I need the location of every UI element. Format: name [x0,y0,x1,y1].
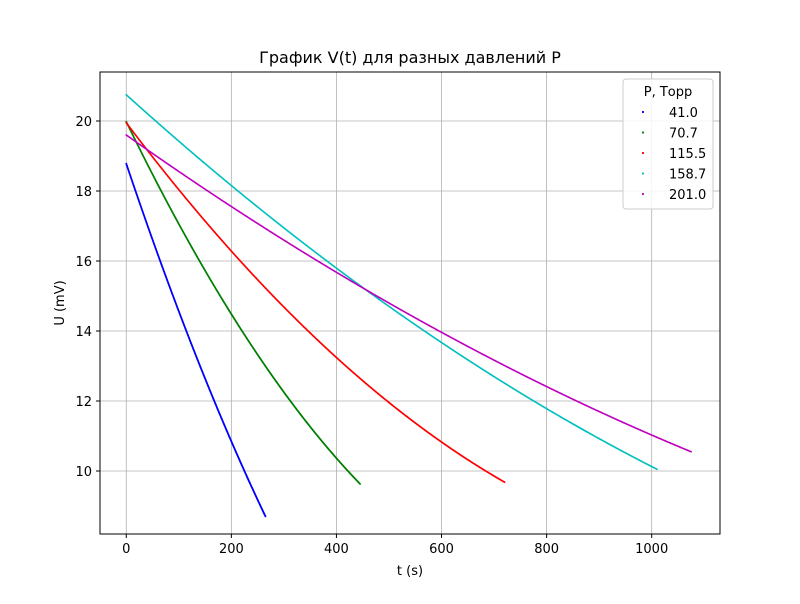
legend-marker [641,110,645,114]
x-tick-label: 0 [122,542,130,557]
x-tick-label: 200 [219,542,244,557]
x-tick-label: 1000 [635,542,668,557]
legend-box [622,78,714,210]
legend-marker [641,151,645,155]
legend-label: 115.5 [669,147,706,162]
y-tick-label: 14 [75,325,92,340]
y-tick-label: 18 [75,185,92,200]
data-point [359,483,361,485]
y-tick-label: 20 [75,115,92,130]
series-layer [125,93,692,518]
x-tick-label: 800 [534,542,559,557]
legend: P, Торр 41.0 70.7 115.5 158.7 201.0 [622,78,714,210]
y-axis-label: U (mV) [53,280,68,325]
series-70.7 [125,120,361,485]
y-tick-label: 16 [75,255,92,270]
series-41.0 [125,162,267,518]
legend-title: P, Торр [644,85,693,100]
grid-layer [100,72,720,534]
data-point [656,468,658,471]
x-tick-label: 600 [429,542,454,557]
chart-title: График V(t) для разных давлений P [259,48,561,67]
data-point [690,450,692,453]
tick-layer: 0 200 400 600 800 1000 10 12 14 16 18 20 [75,115,668,557]
plot-frame [99,71,721,535]
legend-entries: 41.0 70.7 115.5 158.7 201.0 [641,106,706,203]
series-201.0 [125,134,692,453]
data-point [264,515,267,518]
legend-label: 158.7 [669,168,706,183]
x-tick-label: 400 [324,542,349,557]
legend-marker [641,131,645,134]
legend-label: 41.0 [669,106,698,121]
legend-marker [641,192,645,196]
y-tick-label: 12 [75,395,92,410]
data-point [503,481,506,484]
legend-label: 201.0 [669,188,706,203]
y-tick-label: 10 [75,465,92,480]
legend-marker [641,172,645,175]
series-158.7 [125,93,658,471]
legend-label: 70.7 [669,127,698,142]
x-axis-label: t (s) [397,564,423,579]
